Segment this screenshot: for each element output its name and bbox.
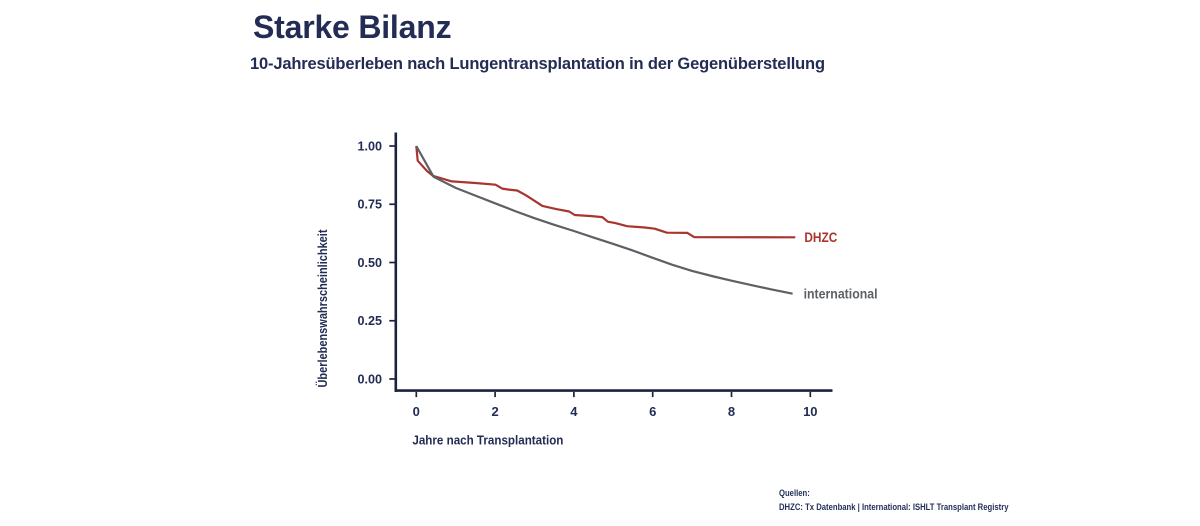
chart-axes: 0.00 0.25 0.50 0.75 1.00 0 2 4 6 8 10 bbox=[357, 132, 833, 419]
y-tick-label: 0.00 bbox=[357, 372, 382, 386]
page-title: Starke Bilanz bbox=[253, 9, 452, 45]
series-label-dhzc: DHZC bbox=[804, 230, 837, 245]
series-line-dhzc bbox=[415, 145, 796, 239]
series-line-international bbox=[415, 145, 793, 295]
page-subtitle: 10-Jahresüberleben nach Lungentransplant… bbox=[250, 55, 825, 73]
chart-series bbox=[415, 145, 796, 295]
x-tick-label: 6 bbox=[649, 404, 656, 419]
x-tick-label: 4 bbox=[570, 404, 578, 419]
y-tick-label: 0.75 bbox=[357, 198, 382, 212]
sources-label: Quellen: bbox=[779, 488, 810, 499]
sources-block: Quellen: DHZC: Tx Datenbank | Internatio… bbox=[779, 487, 1008, 515]
chart-labels: DHZC international Jahre nach Transplantat… bbox=[315, 229, 878, 448]
y-tick-label: 1.00 bbox=[357, 139, 382, 153]
x-tick-label: 2 bbox=[491, 404, 498, 419]
y-tick-label: 0.50 bbox=[357, 256, 382, 270]
x-tick-label: 0 bbox=[413, 404, 420, 419]
series-label-international: international bbox=[804, 285, 878, 301]
y-axis-title: Überlebenswahrscheinlichkeit bbox=[315, 229, 330, 388]
sources-text: DHZC: Tx Datenbank | International: ISHL… bbox=[779, 502, 1009, 513]
y-tick-label: 0.25 bbox=[357, 314, 382, 328]
x-tick-label: 8 bbox=[728, 404, 735, 419]
x-tick-label: 10 bbox=[803, 404, 817, 419]
x-axis-title: Jahre nach Transplantation bbox=[412, 433, 563, 448]
